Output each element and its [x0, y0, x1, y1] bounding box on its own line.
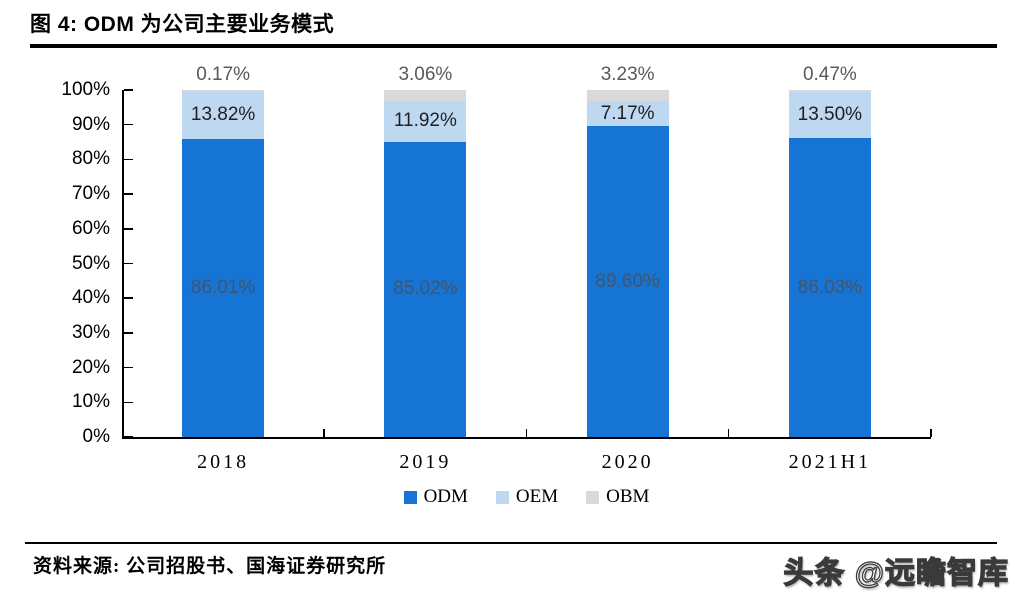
bar-segment-obm-2019 — [384, 90, 467, 101]
legend-swatch-obm — [586, 490, 600, 504]
y-axis-tick — [124, 401, 133, 404]
legend-swatch-oem — [495, 490, 509, 504]
y-tick-label: 50% — [71, 252, 110, 274]
legend-item-obm: OBM — [586, 486, 649, 508]
title-divider — [30, 44, 997, 48]
y-axis-tick — [124, 332, 133, 334]
source-text: 公司招股书、国海证券研究所 — [126, 556, 387, 577]
data-label-oem: 11.92% — [393, 110, 457, 132]
source-note: 资料来源: 公司招股书、国海证券研究所 — [33, 551, 386, 578]
legend-label-obm: OBM — [606, 486, 650, 507]
y-axis-tick — [124, 436, 133, 438]
legend-label-odm: ODM — [423, 486, 468, 507]
data-label-odm: 85.02% — [393, 278, 458, 300]
x-category-label: 2020 — [601, 451, 654, 473]
data-label-odm: 86.01% — [190, 276, 256, 298]
legend-item-oem: OEM — [495, 486, 559, 508]
data-label-obm: 0.17% — [196, 64, 251, 85]
bar-segment-obm-2018 — [182, 90, 265, 91]
y-axis — [122, 90, 124, 439]
bar-segment-oem-2018 — [182, 90, 265, 139]
y-tick-label: 0% — [82, 426, 110, 447]
y-axis-tick — [124, 89, 133, 91]
y-axis-tick — [124, 228, 133, 230]
x-axis-tick — [727, 429, 730, 437]
bar-segment-odm-2020 — [586, 126, 669, 437]
data-label-oem: 13.50% — [797, 104, 863, 126]
x-axis-tick — [930, 429, 932, 437]
y-tick-label: 10% — [71, 391, 110, 413]
data-label-obm: 3.06% — [398, 64, 453, 85]
y-tick-label: 60% — [71, 217, 110, 239]
figure-title: 图 4: ODM 为公司主要业务模式 — [30, 13, 335, 36]
bar-segment-odm-2021H1 — [788, 138, 871, 437]
legend-swatch-odm — [403, 490, 417, 504]
y-tick-label: 90% — [71, 113, 110, 135]
y-tick-label: 80% — [71, 148, 110, 170]
y-axis-tick — [124, 158, 133, 161]
bar-segment-oem-2020 — [586, 101, 669, 127]
x-category-label: 2021H1 — [788, 451, 872, 473]
y-tick-label: 40% — [71, 287, 110, 309]
y-axis-tick — [124, 297, 133, 299]
data-label-obm: 0.47% — [802, 64, 857, 85]
bar-segment-obm-2021H1 — [788, 90, 871, 92]
y-axis-tick — [124, 193, 133, 195]
legend-item-odm: ODM — [403, 486, 468, 508]
y-tick-label: 20% — [71, 356, 110, 378]
x-category-label: 2019 — [399, 451, 452, 473]
bar-segment-odm-2019 — [384, 141, 467, 437]
data-label-odm: 89.60% — [595, 270, 660, 292]
x-axis-tick — [323, 429, 325, 437]
data-label-odm: 86.03% — [797, 276, 863, 298]
watermark: 头条 @远瞻智库 — [783, 556, 1009, 590]
x-category-label: 2018 — [197, 451, 250, 473]
bar-segment-oem-2019 — [384, 100, 467, 142]
source-label: 资料来源: — [33, 556, 121, 577]
y-tick-label: 70% — [71, 183, 110, 205]
legend-label-oem: OEM — [515, 486, 559, 507]
y-axis-tick — [124, 123, 133, 126]
data-label-obm: 3.23% — [600, 64, 655, 85]
y-axis-tick — [124, 366, 133, 369]
data-label-oem: 13.82% — [190, 103, 256, 125]
y-tick-label: 100% — [61, 79, 110, 100]
y-axis-tick — [124, 262, 133, 265]
x-axis-tick — [525, 429, 527, 437]
bar-segment-obm-2020 — [586, 90, 669, 102]
y-tick-label: 30% — [71, 321, 110, 343]
footer-divider — [25, 542, 997, 544]
bar-segment-odm-2018 — [182, 138, 265, 437]
chart-legend: ODM OEM OBM — [122, 486, 931, 508]
x-axis — [122, 437, 931, 439]
bar-segment-oem-2021H1 — [788, 91, 871, 139]
data-label-oem: 7.17% — [600, 102, 655, 124]
